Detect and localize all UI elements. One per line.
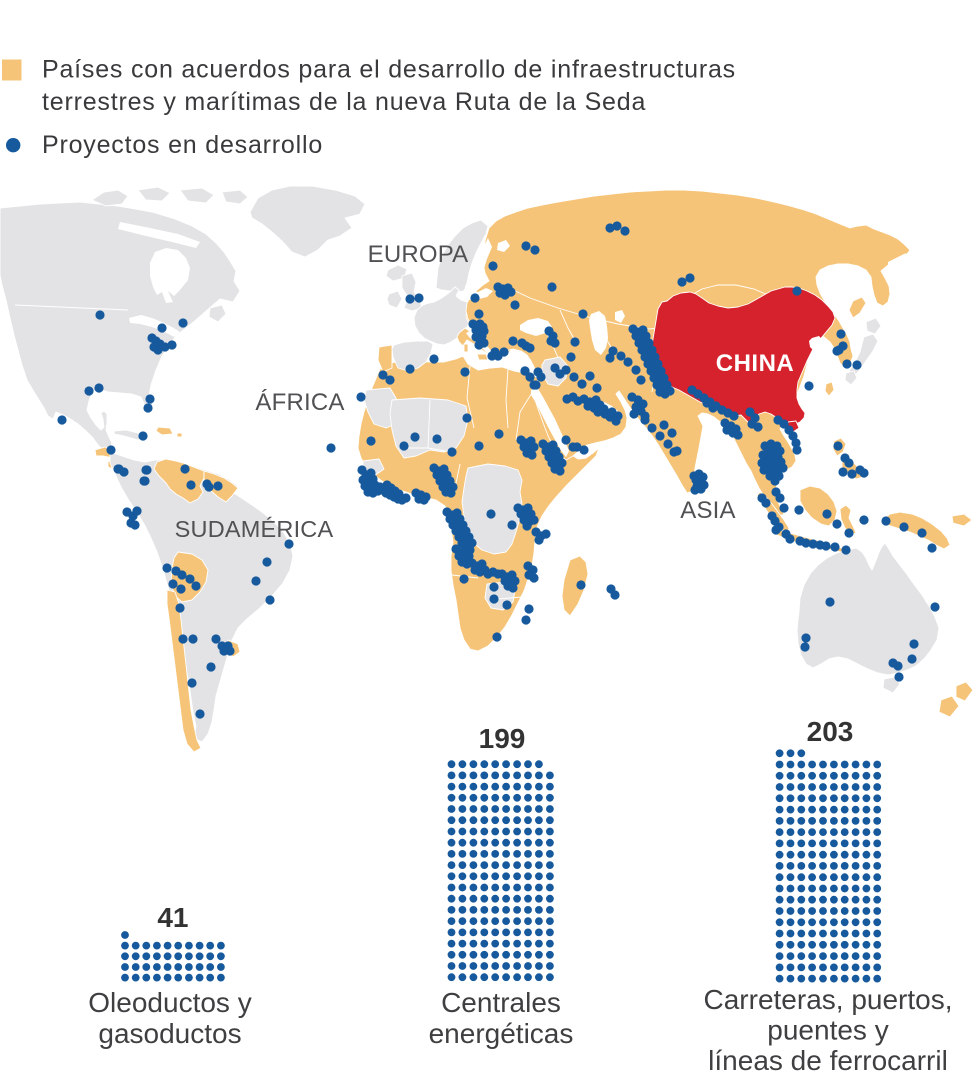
svg-text:SUDAMÉRICA: SUDAMÉRICA [175,516,334,542]
svg-text:CHINA: CHINA [716,350,795,377]
svg-text:energéticas: energéticas [429,1018,574,1049]
svg-text:199: 199 [479,723,526,754]
svg-text:puentes y: puentes y [767,1015,888,1046]
svg-text:Proyectos en desarrollo: Proyectos en desarrollo [42,131,323,159]
svg-text:ASIA: ASIA [680,497,736,524]
svg-text:ÁFRICA: ÁFRICA [255,389,344,416]
svg-text:líneas de ferrocarril: líneas de ferrocarril [708,1045,948,1076]
svg-text:gasoductos: gasoductos [98,1018,241,1049]
svg-text:Oleoductos y: Oleoductos y [88,987,251,1018]
svg-text:terrestres y marítimas de la n: terrestres y marítimas de la nueva Ruta … [42,88,646,116]
svg-text:EUROPA: EUROPA [368,241,469,268]
svg-text:Centrales: Centrales [441,987,561,1018]
svg-text:203: 203 [807,716,854,747]
svg-text:41: 41 [157,902,188,933]
svg-text:Países con acuerdos para el de: Países con acuerdos para el desarrollo d… [42,56,736,84]
svg-text:Carreteras, puertos,: Carreteras, puertos, [704,984,953,1015]
